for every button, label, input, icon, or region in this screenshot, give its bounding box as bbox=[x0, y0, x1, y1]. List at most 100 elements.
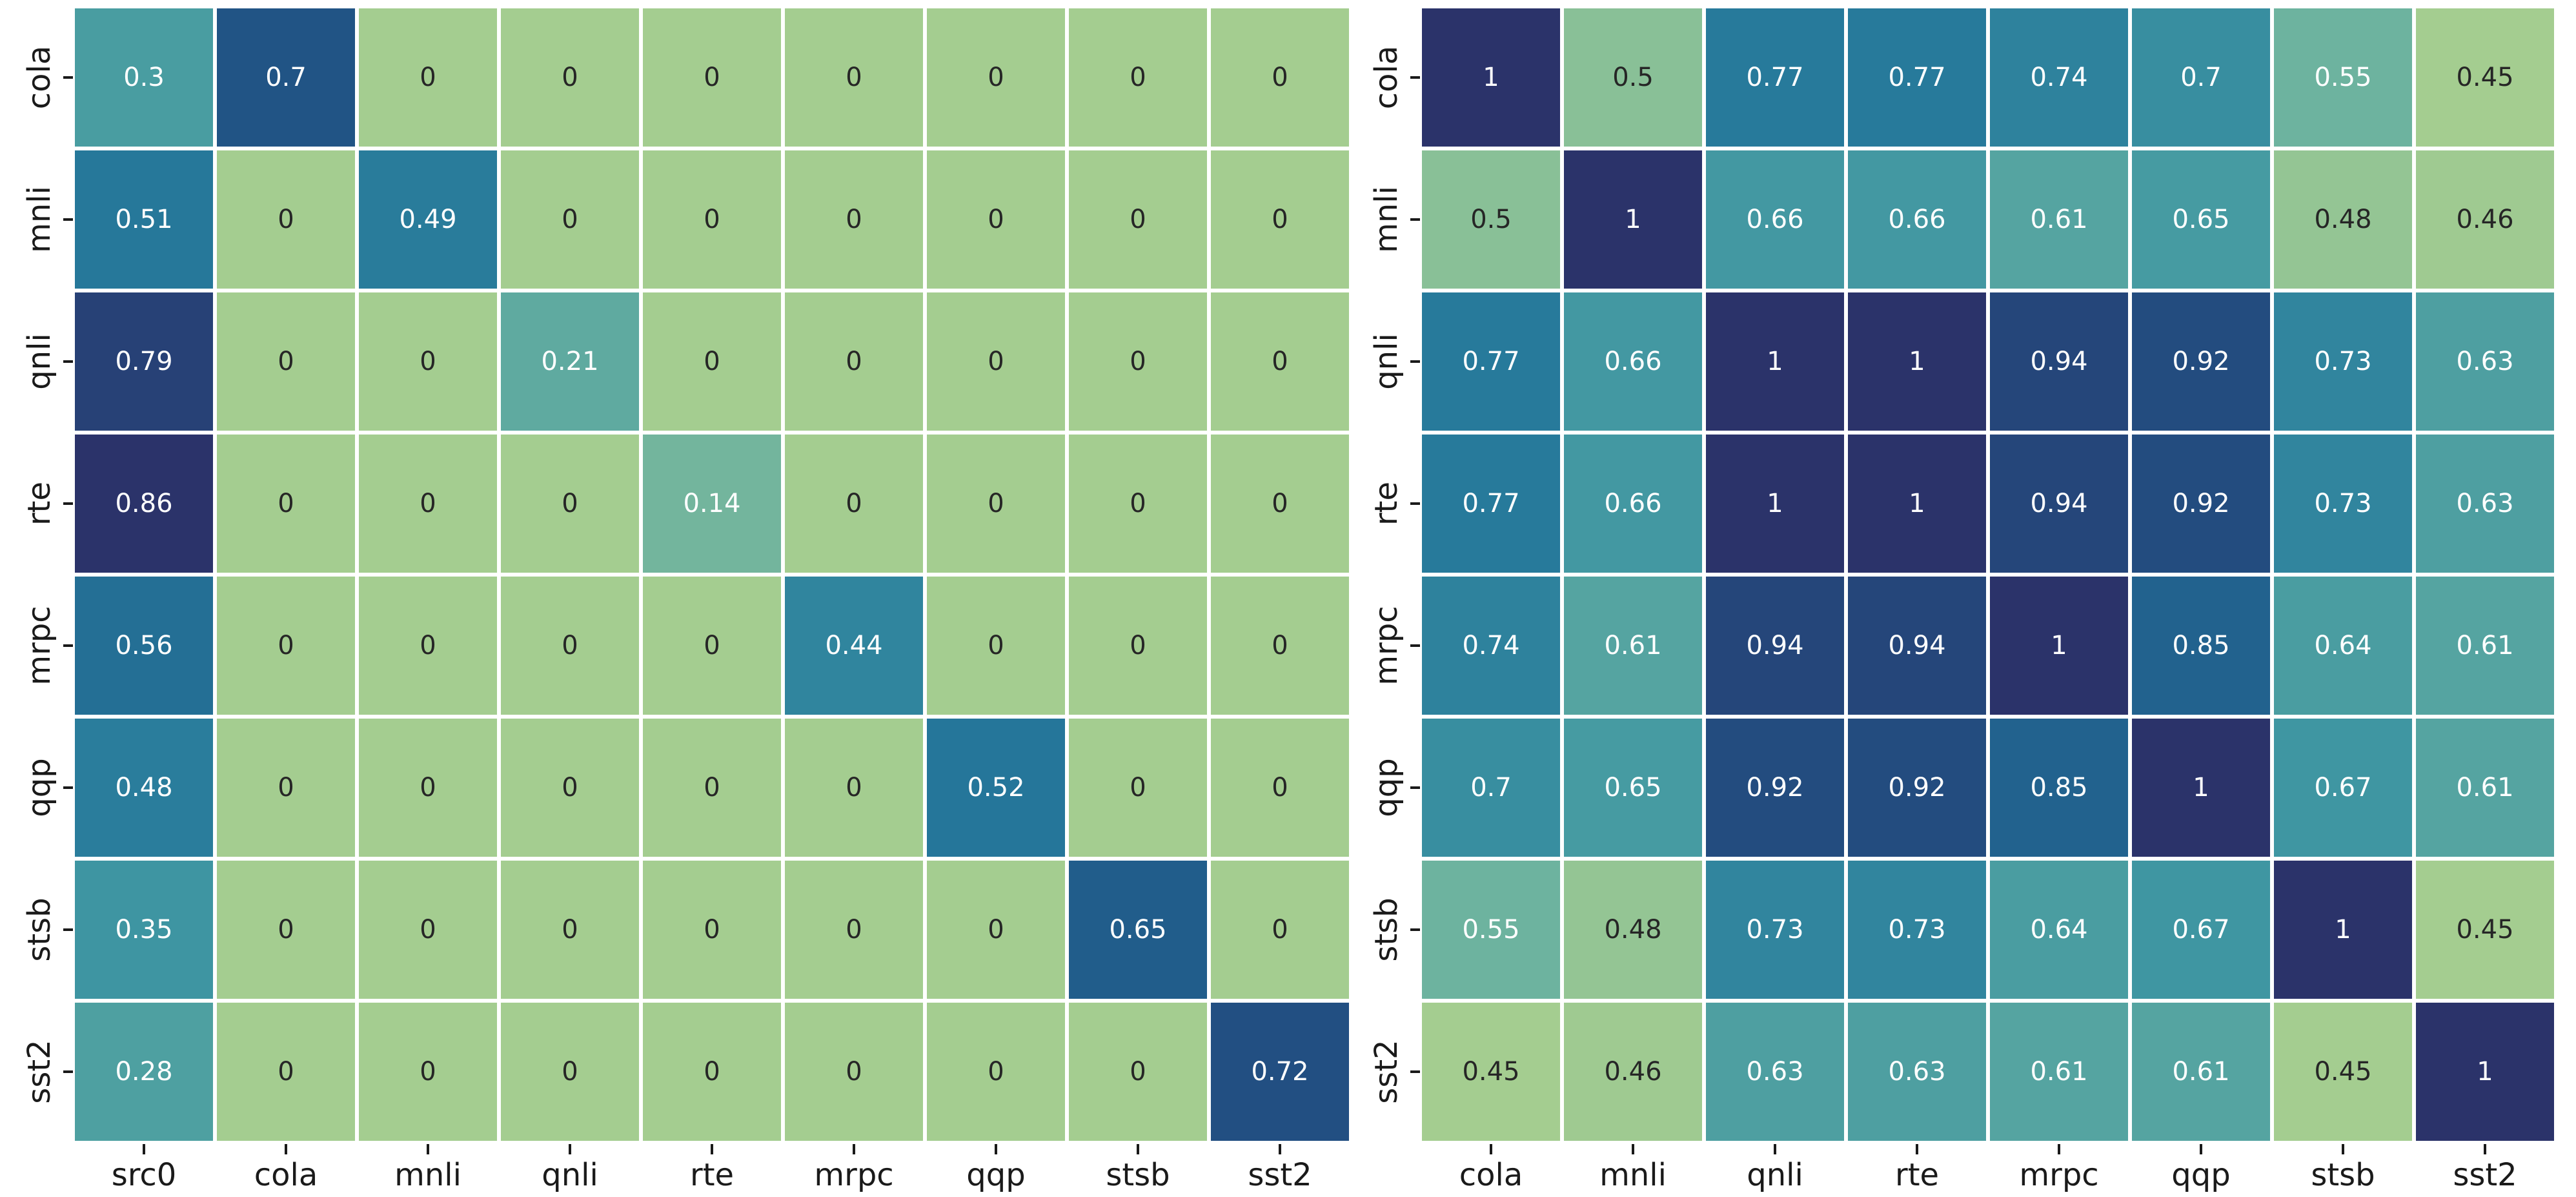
cell-annotation: 0.73 bbox=[1746, 915, 1804, 945]
cell-annotation: 0.56 bbox=[115, 631, 173, 660]
heatmap-cell: 0.85 bbox=[2132, 577, 2270, 715]
cell-annotation: 0.48 bbox=[1604, 915, 1662, 945]
heatmap-cell: 0 bbox=[643, 150, 781, 289]
cell-annotation: 0.45 bbox=[2456, 915, 2514, 945]
cell-annotation: 0 bbox=[420, 1057, 436, 1087]
heatmap-cell: 0 bbox=[217, 292, 355, 431]
y-tick-mark bbox=[63, 218, 73, 221]
heatmap-cell: 0 bbox=[643, 8, 781, 147]
heatmap-cell: 0 bbox=[927, 861, 1065, 999]
heatmap-cell: 0.74 bbox=[1990, 8, 2128, 147]
heatmap-cell: 0 bbox=[217, 861, 355, 999]
x-tick-mark bbox=[1137, 1144, 1139, 1154]
cell-annotation: 0.66 bbox=[1746, 205, 1804, 234]
heatmap-cell: 0.55 bbox=[2274, 8, 2412, 147]
cell-annotation: 0.73 bbox=[2314, 489, 2372, 518]
cell-annotation: 0 bbox=[1272, 631, 1288, 660]
cell-annotation: 0.67 bbox=[2172, 915, 2230, 945]
y-tick-mark bbox=[63, 76, 73, 79]
heatmap-cell: 0.86 bbox=[75, 435, 213, 573]
x-tick-mark bbox=[995, 1144, 997, 1154]
heatmap-cell: 0 bbox=[1069, 577, 1207, 715]
cell-annotation: 0.61 bbox=[2456, 631, 2514, 660]
y-tick-mark bbox=[63, 360, 73, 363]
x-tick-mark bbox=[1490, 1144, 1492, 1154]
heatmap-cell: 0.64 bbox=[2274, 577, 2412, 715]
cell-annotation: 0.61 bbox=[2030, 1057, 2088, 1087]
cell-annotation: 0 bbox=[1272, 63, 1288, 92]
cell-annotation: 0 bbox=[1130, 631, 1146, 660]
cell-annotation: 1 bbox=[1767, 347, 1783, 376]
cell-annotation: 0.66 bbox=[1604, 347, 1662, 376]
heatmap-cell: 0 bbox=[1211, 8, 1349, 147]
y-tick-label: stsb bbox=[1368, 897, 1405, 962]
heatmap-cell: 0.74 bbox=[1422, 577, 1560, 715]
heatmap-cell: 1 bbox=[1706, 292, 1844, 431]
cell-annotation: 1 bbox=[2477, 1057, 2493, 1087]
cell-annotation: 0.46 bbox=[2456, 205, 2514, 234]
heatmap-cell: 0 bbox=[643, 719, 781, 857]
heatmap-cell: 0.73 bbox=[1706, 861, 1844, 999]
cell-annotation: 0 bbox=[278, 631, 294, 660]
cell-annotation: 0.63 bbox=[1888, 1057, 1946, 1087]
heatmap-cell: 0 bbox=[785, 8, 923, 147]
heatmap-cell: 0 bbox=[1069, 292, 1207, 431]
x-tick-label: qqp bbox=[966, 1157, 1026, 1193]
heatmap-cell: 0 bbox=[1211, 719, 1349, 857]
heatmap-cell: 0 bbox=[785, 435, 923, 573]
cell-annotation: 0.94 bbox=[2030, 489, 2088, 518]
cell-annotation: 0 bbox=[1130, 205, 1146, 234]
heatmap-cell: 0 bbox=[785, 292, 923, 431]
x-tick-mark bbox=[2342, 1144, 2344, 1154]
cell-annotation: 0 bbox=[704, 205, 720, 234]
cell-annotation: 0.85 bbox=[2030, 773, 2088, 803]
heatmap-cell: 0 bbox=[359, 577, 497, 715]
x-tick-label: cola bbox=[254, 1157, 318, 1193]
heatmap-cell: 0 bbox=[501, 435, 639, 573]
y-tick-mark bbox=[63, 786, 73, 789]
cell-annotation: 0.46 bbox=[1604, 1057, 1662, 1087]
heatmap-cell: 0 bbox=[785, 1003, 923, 1141]
cell-annotation: 0.45 bbox=[2314, 1057, 2372, 1087]
x-tick-mark bbox=[1916, 1144, 1918, 1154]
cell-annotation: 0 bbox=[704, 63, 720, 92]
heatmap-cell: 0.49 bbox=[359, 150, 497, 289]
cell-annotation: 0 bbox=[1130, 347, 1146, 376]
cell-annotation: 0 bbox=[704, 1057, 720, 1087]
cell-annotation: 0 bbox=[420, 489, 436, 518]
cell-annotation: 0.48 bbox=[115, 773, 173, 803]
x-tick-mark bbox=[143, 1144, 145, 1154]
heatmap-cell: 0.66 bbox=[1706, 150, 1844, 289]
cell-annotation: 0 bbox=[562, 915, 578, 945]
heatmap-cell: 0.52 bbox=[927, 719, 1065, 857]
cell-annotation: 0.65 bbox=[2172, 205, 2230, 234]
heatmap-cell: 0 bbox=[359, 719, 497, 857]
heatmap-cell: 0.66 bbox=[1564, 435, 1702, 573]
cell-annotation: 0 bbox=[1272, 489, 1288, 518]
heatmap-cell: 0.92 bbox=[1706, 719, 1844, 857]
cell-annotation: 0.45 bbox=[1462, 1057, 1520, 1087]
heatmap-cell: 0.56 bbox=[75, 577, 213, 715]
cell-annotation: 0.61 bbox=[2172, 1057, 2230, 1087]
heatmap-cell: 0.63 bbox=[1848, 1003, 1986, 1141]
y-tick-mark bbox=[1410, 1070, 1420, 1073]
heatmap-cell: 0.5 bbox=[1422, 150, 1560, 289]
cell-annotation: 0 bbox=[1130, 773, 1146, 803]
cell-annotation: 0.7 bbox=[2180, 63, 2222, 92]
heatmap-cell: 0.61 bbox=[2416, 577, 2554, 715]
cell-annotation: 0 bbox=[1272, 915, 1288, 945]
cell-annotation: 0 bbox=[846, 205, 862, 234]
heatmap-cell: 0.61 bbox=[1564, 577, 1702, 715]
y-tick-mark bbox=[63, 644, 73, 647]
y-tick-mark bbox=[1410, 644, 1420, 647]
x-tick-label: cola bbox=[1459, 1157, 1523, 1193]
y-tick-mark bbox=[1410, 76, 1420, 79]
x-tick-mark bbox=[2484, 1144, 2486, 1154]
heatmap-cell: 0.94 bbox=[1848, 577, 1986, 715]
heatmap-cell: 0.48 bbox=[2274, 150, 2412, 289]
heatmap-cell: 0.63 bbox=[1706, 1003, 1844, 1141]
cell-annotation: 0 bbox=[278, 489, 294, 518]
